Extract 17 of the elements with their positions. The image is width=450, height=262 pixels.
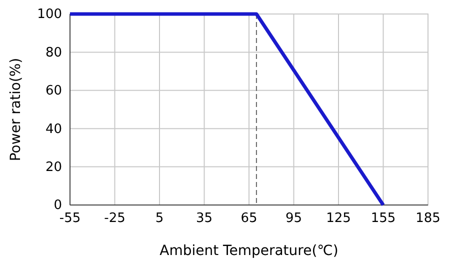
x-tick-label: 35: [196, 211, 213, 226]
x-tick-label: 155: [370, 211, 396, 226]
x-tick-label: 65: [240, 211, 258, 226]
y-tick-label: 100: [37, 7, 62, 22]
y-axis-title: Power ratio(%): [8, 58, 24, 162]
x-tick-label: 5: [155, 211, 164, 226]
x-tick-label: 125: [326, 211, 351, 226]
y-tick-label: 0: [54, 198, 62, 214]
y-tick-label: 40: [45, 122, 62, 137]
x-tick-label: 95: [285, 211, 302, 226]
x-axis-title: Ambient Temperature(℃): [160, 243, 338, 259]
x-tick-label: 185: [416, 211, 440, 226]
y-tick-label: 20: [45, 160, 62, 175]
x-tick-label: -25: [104, 211, 126, 226]
x-tick-label: -55: [59, 211, 81, 226]
y-tick-label: 60: [45, 84, 62, 99]
y-tick-label: 80: [45, 45, 62, 60]
